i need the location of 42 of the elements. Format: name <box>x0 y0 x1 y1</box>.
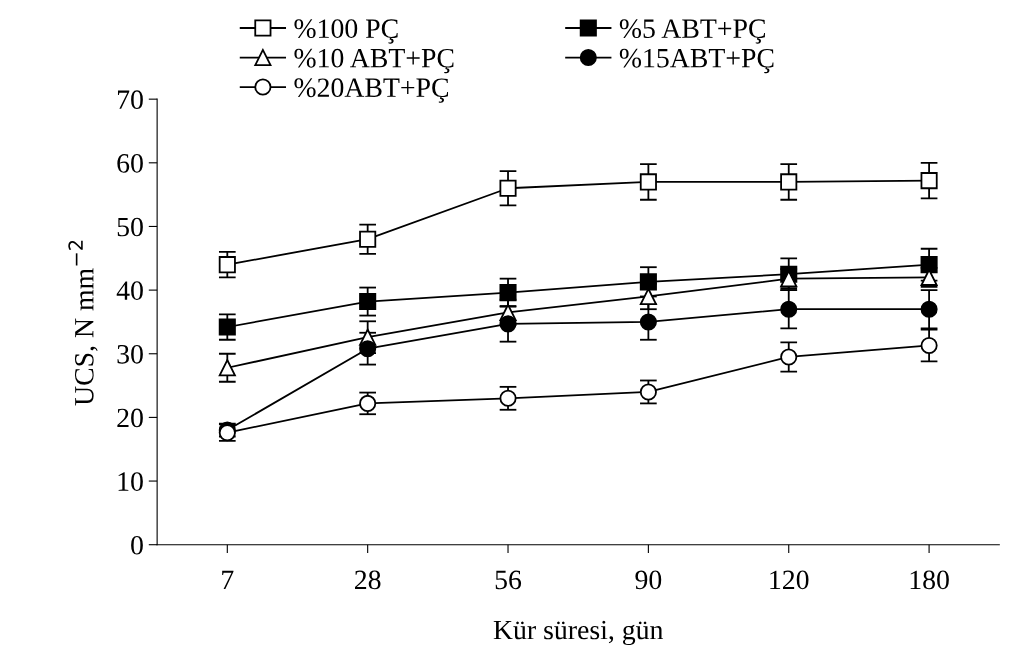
legend-label: %5 ABT+PÇ <box>619 19 765 44</box>
legend-label: %10 ABT+PÇ <box>294 48 454 74</box>
point <box>780 348 798 366</box>
legend-label: %15ABT+PÇ <box>619 48 774 74</box>
point <box>920 336 938 355</box>
y-tick-label: 40 <box>116 281 143 301</box>
point <box>920 172 938 190</box>
point <box>499 179 517 197</box>
point <box>920 256 938 274</box>
x-tick-label: 120 <box>770 570 809 590</box>
y-tick-label: 0 <box>131 535 143 555</box>
point <box>218 256 236 274</box>
point <box>359 394 377 412</box>
y-axis-title: UCS, N mm$^{−2}$ <box>68 240 98 406</box>
y-tick-label: 60 <box>117 153 143 173</box>
y-tick-label: 50 <box>117 217 143 237</box>
x-tick-label: 90 <box>635 570 662 590</box>
y-tick-label: 10 <box>118 472 143 491</box>
x-axis-title: Kür süresi, gün <box>493 620 664 646</box>
point <box>780 173 798 191</box>
legend-label: %20ABT+PÇ <box>294 78 449 103</box>
point <box>639 313 657 331</box>
point <box>359 340 377 358</box>
point <box>218 318 236 336</box>
point <box>920 300 938 318</box>
point <box>639 273 657 291</box>
point <box>499 284 517 302</box>
x-tick-label: 180 <box>910 570 949 590</box>
legend-label: %100 PÇ <box>294 19 398 44</box>
x-tick-label: 28 <box>355 570 381 590</box>
x-tick-label: 7 <box>222 570 234 589</box>
point <box>359 293 377 311</box>
y-tick-label: 30 <box>117 344 143 364</box>
point <box>359 230 377 248</box>
point <box>639 173 657 191</box>
y-tick-label: 70 <box>117 90 143 110</box>
point <box>499 315 517 333</box>
x-tick-label: 56 <box>495 570 522 590</box>
point <box>218 359 236 377</box>
point <box>639 383 657 401</box>
y-tick-label: 20 <box>117 408 143 428</box>
point <box>780 300 798 318</box>
